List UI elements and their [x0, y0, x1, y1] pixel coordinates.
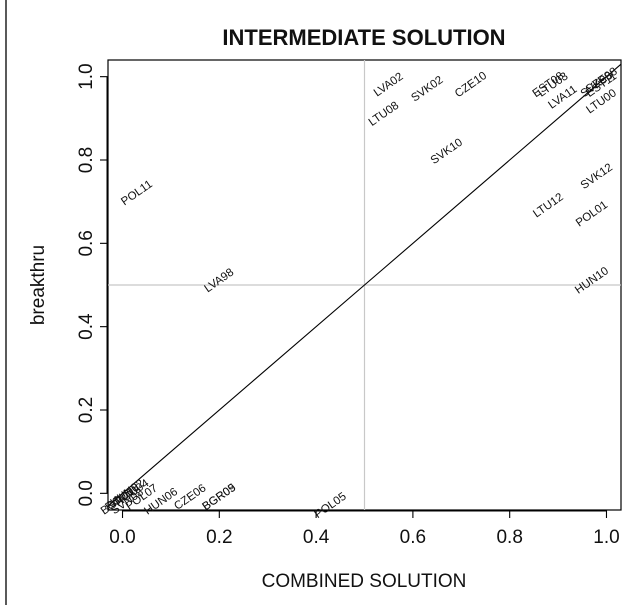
point-label: POL05 [313, 491, 349, 521]
point-label: CZE10 [453, 70, 489, 100]
point-label: BGR09 [200, 482, 238, 513]
x-axis-label: COMBINED SOLUTION [262, 571, 467, 592]
x-tick-label: 0.4 [303, 527, 330, 548]
y-tick-label: 0.6 [76, 230, 97, 256]
diagonal-line [107, 63, 622, 507]
point-label: LVA98 [202, 266, 236, 295]
y-tick-label: 0.0 [76, 480, 97, 506]
point-label: HUN10 [573, 265, 611, 296]
point-label: POL01 [574, 199, 610, 229]
y-tick-label: 0.4 [76, 313, 97, 340]
y-tick-label: 0.2 [76, 397, 97, 423]
x-tick-label: 0.2 [206, 527, 232, 548]
x-tick-label: 0.0 [109, 527, 135, 548]
point-label: POL11 [119, 178, 155, 208]
point-label: SVK12 [579, 162, 615, 192]
point-label: SVK02 [409, 74, 445, 104]
x-tick-label: 1.0 [593, 527, 619, 548]
reference-lines [107, 60, 622, 510]
point-label: LVA02 [372, 71, 406, 100]
x-axis: 0.0 0.2 0.4 0.6 0.8 1.0 [109, 510, 620, 548]
y-tick-label: 1.0 [76, 63, 97, 89]
y-tick-label: 0.8 [76, 147, 97, 173]
point-label: LTU12 [531, 191, 565, 220]
x-tick-label: 0.8 [496, 527, 522, 548]
chart-title: INTERMEDIATE SOLUTION [222, 25, 505, 50]
y-axis-label: breakthru [28, 245, 49, 325]
x-tick-label: 0.6 [400, 527, 426, 548]
point-label: LTU08 [367, 100, 401, 129]
y-axis: 0.0 0.2 0.4 0.6 0.8 1.0 [76, 63, 108, 507]
point-label: SVK10 [429, 137, 465, 167]
